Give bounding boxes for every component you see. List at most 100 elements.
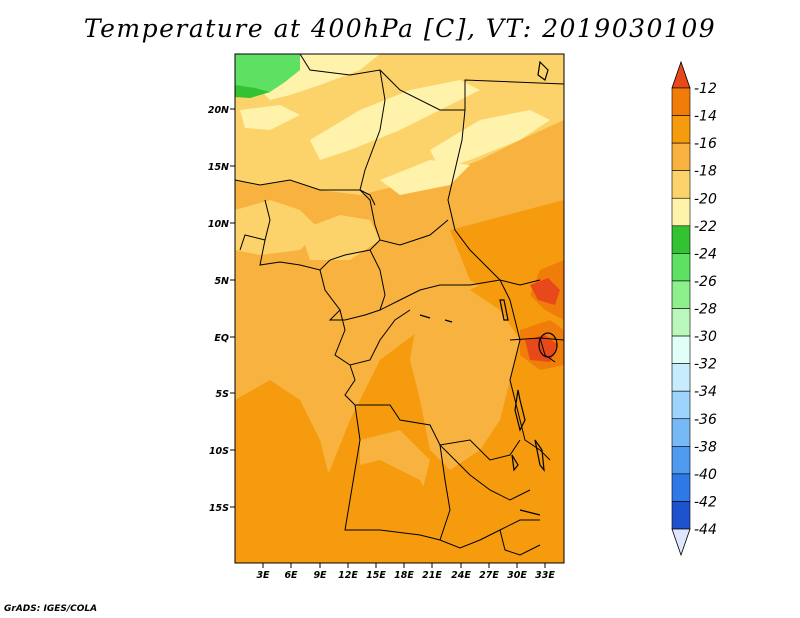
lake-shape-5 [511, 454, 519, 472]
colorbar: -12 -14 -16 -18 -20 -22 -24 -26 -28 -30 -32 -34 -36 -… [671, 60, 717, 557]
x-tick-label: 6E [284, 570, 298, 581]
lake-shape-4 [534, 439, 545, 472]
y-tick-label: 5N [214, 276, 229, 287]
footer-credit: GrADS: IGES/COLA [4, 604, 98, 614]
colorbar-swatch [671, 197, 691, 227]
lakes [419, 60, 558, 516]
colorbar-label: -16 [694, 136, 717, 152]
map-frame [234, 53, 565, 564]
colorbar-swatch [671, 253, 691, 282]
field-band-yellow-streak-2 [300, 215, 380, 260]
field-band-cream-streak-2 [310, 80, 480, 160]
border-line-7 [369, 249, 501, 311]
country-borders [235, 54, 564, 556]
border-line-3 [447, 109, 541, 286]
lake-shape-1 [538, 332, 558, 358]
x-tick-label: 18E [394, 570, 414, 581]
colorbar-swatch [671, 446, 691, 475]
colorbar-label: -22 [694, 219, 717, 235]
x-axis: 3E 6E 9E 12E 15E 18E 21E 24E 27E 30E 33E [256, 563, 555, 581]
x-tick-label: 3E [256, 570, 270, 581]
colorbar-label: -14 [694, 109, 717, 125]
lake-shape-3 [499, 299, 509, 321]
colorbar-label: -20 [694, 191, 717, 207]
lake-shape-6 [519, 509, 541, 516]
border-line-4 [235, 179, 449, 246]
colorbar-swatch [671, 418, 691, 447]
colorbar-swatch [671, 142, 691, 171]
y-axis: 20N 15N 10N 5N EQ 5S 10S 15S [208, 105, 235, 514]
colorbar-label: -38 [694, 439, 717, 455]
border-line-6 [319, 269, 381, 321]
colorbar-label: -28 [694, 302, 717, 318]
colorbar-top-arrow [671, 60, 691, 89]
border-line-2 [359, 69, 386, 191]
x-tick-label: 21E [422, 570, 442, 581]
x-tick-label: 30E [507, 570, 527, 581]
colorbar-swatch [671, 87, 691, 116]
field-band-red-patch-4 [525, 335, 558, 362]
colorbar-swatch [671, 280, 691, 309]
border-line-14 [539, 337, 556, 363]
field-band-cream-streak-5 [240, 105, 300, 130]
field-band-red-patch-2 [530, 278, 560, 305]
field-band-green [235, 54, 300, 98]
colorbar-label: -30 [694, 329, 717, 345]
border-line-8 [334, 309, 411, 366]
colorbar-label: -26 [694, 274, 717, 290]
border-line-18 [359, 189, 376, 206]
colorbar-swatch [671, 501, 691, 530]
colorbar-bottom-arrow [671, 528, 691, 557]
border-line-9 [344, 364, 521, 461]
colorbar-swatch [671, 335, 691, 364]
colorbar-label: -18 [694, 164, 717, 180]
colorbar-label: -40 [694, 467, 717, 483]
colorbar-label: -44 [694, 522, 717, 538]
y-tick-label: EQ [214, 333, 229, 344]
x-tick-label: 27E [479, 570, 499, 581]
field-band-yellow-streak-1 [235, 200, 320, 255]
field-band-green-dark [235, 85, 270, 98]
colorbar-label: -12 [694, 81, 717, 97]
y-tick-label: 15S [209, 503, 229, 514]
temperature-field [235, 54, 564, 563]
field-band-dark-west [235, 380, 330, 563]
lake-shape-9 [444, 319, 453, 323]
colorbar-label: -34 [694, 384, 717, 400]
lake-shape-7 [537, 60, 549, 81]
colorbar-swatch [671, 225, 691, 254]
field-band-cream-streak-3 [430, 110, 550, 170]
field-band-dark-south [340, 460, 440, 563]
field-band-cream-streak-4 [380, 160, 470, 195]
border-line-11 [439, 444, 451, 541]
colorbar-swatch [671, 115, 691, 144]
y-tick-label: 10S [209, 446, 229, 457]
border-line-1 [299, 54, 564, 111]
x-tick-label: 12E [338, 570, 358, 581]
x-tick-label: 15E [366, 570, 386, 581]
border-line-5 [259, 199, 381, 271]
lake-shape-8 [419, 314, 431, 319]
map-title: Temperature at 400hPa [C], VT: 201903010… [83, 14, 717, 43]
field-band-mid-east [410, 290, 520, 470]
colorbar-label: -32 [694, 357, 717, 373]
y-tick-label: 10N [208, 219, 229, 230]
border-line-16 [439, 444, 531, 501]
border-line-12 [499, 279, 551, 461]
colorbar-label: -24 [694, 246, 717, 262]
border-line-17 [499, 529, 541, 556]
colorbar-swatch [671, 473, 691, 502]
colorbar-swatch [671, 308, 691, 337]
colorbar-label: -42 [694, 494, 717, 510]
y-tick-label: 5S [216, 389, 230, 400]
y-tick-label: 20N [208, 105, 229, 116]
x-tick-label: 33E [535, 570, 555, 581]
border-line-15 [239, 234, 266, 251]
colorbar-swatch [671, 390, 691, 420]
x-tick-label: 9E [313, 570, 327, 581]
colorbar-label: -36 [694, 412, 717, 428]
colorbar-swatch [671, 363, 691, 392]
lake-shape-2 [514, 389, 526, 432]
colorbar-swatch [671, 170, 691, 199]
